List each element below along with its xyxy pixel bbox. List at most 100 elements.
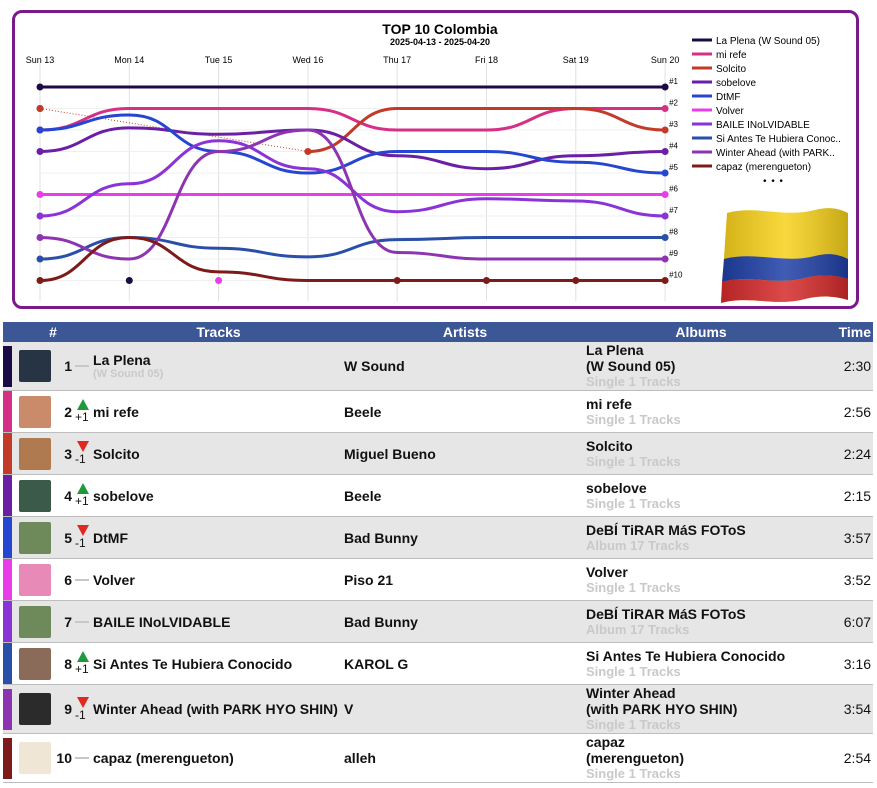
header-tracks[interactable]: Tracks (93, 322, 345, 342)
rank-number: 9 (53, 684, 75, 734)
album-cover-thumbnail[interactable] (19, 605, 51, 638)
album-info: Album 17 Tracks (586, 621, 690, 637)
album-name[interactable]: Si Antes Te Hubiera Conocido (586, 647, 786, 664)
day-label: Sun 20 (651, 55, 680, 65)
legend-item[interactable]: Si Antes Te Hubiera Conoc.. (716, 134, 841, 145)
artist-name[interactable]: Bad Bunny (344, 600, 587, 643)
album-cover-thumbnail[interactable] (19, 395, 51, 428)
series-endpoint (661, 255, 669, 263)
artist-name[interactable]: Beele (344, 390, 587, 433)
artist-name[interactable]: Bad Bunny (344, 516, 587, 559)
artist-name[interactable]: alleh (344, 733, 587, 783)
track-title[interactable]: capaz (merengueton) (93, 750, 234, 766)
series-line (307, 106, 666, 153)
legend-item[interactable]: Solcito (716, 64, 746, 75)
album-name[interactable]: DeBÍ TiRAR MáS FOToS (586, 605, 746, 622)
table-row[interactable]: 5 -1 DtMF Bad Bunny DeBÍ TiRAR MáS FOToS Albu… (3, 516, 874, 559)
track-title[interactable]: Si Antes Te Hubiera Conocido (93, 655, 293, 672)
track-title[interactable]: Volver (93, 571, 135, 588)
track-title[interactable]: DtMF (93, 529, 129, 546)
series-endpoint (36, 255, 44, 263)
series-endpoint (661, 83, 669, 91)
row-color-stripe (3, 643, 12, 684)
series-endpoint (661, 126, 669, 134)
rank-number: 3 (53, 432, 75, 475)
album-cover-thumbnail[interactable] (19, 563, 51, 596)
album-name[interactable]: Winter Ahead (586, 685, 676, 701)
legend-item[interactable]: Winter Ahead (with PARK.. (716, 148, 835, 159)
track-duration: 3:57 (816, 516, 874, 559)
album-cover-thumbnail[interactable] (19, 693, 51, 725)
series-endpoint (36, 148, 44, 155)
rank-number: 10 (53, 733, 75, 783)
track-duration: 2:15 (816, 474, 874, 517)
artist-name[interactable]: Beele (344, 474, 587, 517)
track-title[interactable]: BAILE INoLVIDABLE (93, 613, 231, 630)
track-title[interactable]: sobelove (93, 487, 154, 504)
rank-chart: TOP 10 Colombia 2025-04-13 - 2025-04-20 … (26, 21, 848, 303)
header-artists[interactable]: Artists (344, 322, 587, 342)
header-albums[interactable]: Albums (586, 322, 817, 342)
series-endpoint (661, 148, 669, 155)
track-duration: 2:54 (816, 733, 874, 783)
row-color-stripe (3, 391, 12, 432)
album-cover-thumbnail[interactable] (19, 437, 51, 470)
rank-label: #1 (669, 77, 678, 86)
album-name[interactable]: sobelove (586, 479, 647, 496)
album-name[interactable]: Solcito (586, 437, 633, 454)
album-cover-thumbnail[interactable] (19, 521, 51, 554)
track-duration: 2:56 (816, 390, 874, 433)
table-row[interactable]: 8 +1 Si Antes Te Hubiera Conocido KAROL G Si… (3, 642, 874, 685)
legend-item[interactable]: La Plena (W Sound 05) (716, 36, 820, 47)
legend-item[interactable]: BAILE INoLVIDABLE (716, 120, 810, 131)
table-row[interactable]: 6 Volver Piso 21 Volver Single 1 Tracks 3:52 (3, 558, 874, 601)
legend-item[interactable]: Volver (716, 106, 744, 117)
artist-name[interactable]: KAROL G (344, 642, 587, 685)
legend-item[interactable]: DtMF (716, 92, 740, 103)
series-endpoint (36, 83, 44, 91)
track-title[interactable]: Winter Ahead (with PARK HYO SHIN) (93, 701, 338, 717)
artist-name[interactable]: Miguel Bueno (344, 432, 587, 475)
table-row[interactable]: 2 +1 mi refe Beele mi refe Single 1 Tracks 2:5… (3, 390, 874, 433)
track-title[interactable]: Solcito (93, 445, 140, 462)
table-row[interactable]: 1 La Plena (W Sound 05) W Sound La Plena (W S… (3, 342, 874, 391)
legend-item[interactable]: mi refe (716, 50, 747, 61)
legend-item[interactable]: sobelove (716, 78, 756, 89)
album-name[interactable]: Volver (586, 563, 628, 580)
artist-name[interactable]: W Sound (344, 342, 587, 391)
header-num[interactable]: # (13, 322, 94, 342)
series-endpoint (36, 212, 44, 220)
rank-change: -1 (75, 536, 86, 550)
artist-name[interactable]: V (344, 684, 587, 734)
album-cover-thumbnail[interactable] (19, 647, 51, 680)
album-name[interactable]: mi refe (586, 395, 632, 412)
album-cover-thumbnail[interactable] (19, 479, 51, 512)
chart-title: TOP 10 Colombia (382, 21, 498, 37)
day-label: Wed 16 (292, 55, 323, 65)
album-info: Single 1 Tracks (586, 663, 681, 679)
rank-same-icon (75, 365, 89, 367)
track-title[interactable]: La Plena (93, 352, 151, 368)
album-name[interactable]: DeBÍ TiRAR MáS FOToS (586, 521, 746, 538)
table-row[interactable]: 7 BAILE INoLVIDABLE Bad Bunny DeBÍ TiRAR Má… (3, 600, 874, 643)
track-title[interactable]: mi refe (93, 403, 139, 420)
rank-change: -1 (75, 452, 86, 466)
table-row[interactable]: 3 -1 Solcito Miguel Bueno Solcito Single 1 Tr… (3, 432, 874, 475)
series-point (215, 277, 223, 284)
table-row[interactable]: 10 capaz (merengueton) alleh capaz (merengue… (3, 733, 874, 783)
legend-item[interactable]: capaz (merengueton) (716, 162, 811, 173)
row-color-stripe (3, 559, 12, 600)
album-cover-thumbnail[interactable] (19, 742, 51, 774)
rank-change: +1 (75, 494, 89, 508)
album-name[interactable]: La Plena (586, 342, 644, 358)
album-cover-thumbnail[interactable] (19, 350, 51, 382)
table-row[interactable]: 9 -1 Winter Ahead (with PARK HYO SHIN) V Win… (3, 684, 874, 734)
series-endpoint (661, 105, 669, 112)
album-name[interactable]: capaz (586, 734, 625, 750)
day-label: Fri 18 (475, 55, 498, 65)
artist-name[interactable]: Piso 21 (344, 558, 587, 601)
header-time[interactable]: Time (816, 322, 874, 342)
table-row[interactable]: 4 +1 sobelove Beele sobelove Single 1 Tracks 2… (3, 474, 874, 517)
track-duration: 3:54 (816, 684, 874, 734)
album-info: Single 1 Tracks (586, 495, 681, 511)
